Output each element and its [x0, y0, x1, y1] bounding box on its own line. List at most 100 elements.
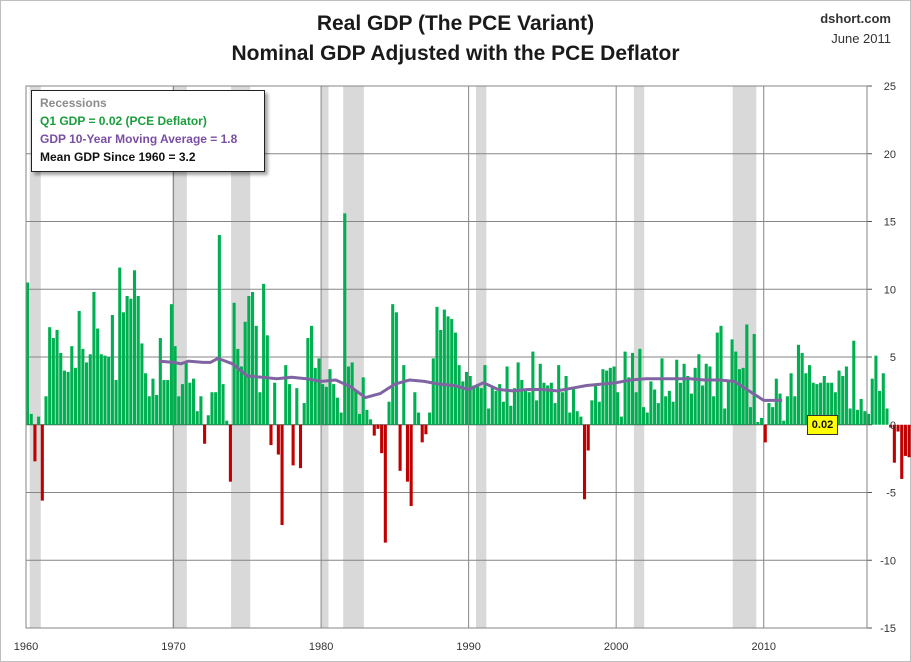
gdp-bar — [26, 282, 30, 425]
gdp-bar — [313, 367, 317, 425]
x-tick-label: 1960 — [14, 641, 38, 653]
gdp-bar — [398, 424, 402, 471]
y-tick-label: 0 — [890, 420, 896, 432]
gdp-bar — [885, 408, 889, 425]
gdp-bar — [737, 369, 741, 425]
gdp-bar — [173, 346, 177, 425]
gdp-bar — [302, 403, 306, 425]
gdp-bar — [453, 332, 457, 425]
gdp-bar — [527, 392, 531, 425]
gdp-bar — [162, 380, 166, 425]
gdp-bar — [793, 396, 797, 425]
gdp-bar — [59, 352, 63, 425]
gdp-bar — [66, 371, 70, 425]
gdp-bar — [324, 386, 328, 425]
gdp-bar — [590, 400, 594, 425]
gdp-bar — [837, 370, 841, 425]
gdp-bar — [752, 333, 756, 425]
gdp-bar — [760, 417, 764, 425]
gdp-bar — [689, 393, 694, 425]
gdp-bar — [594, 385, 598, 425]
gdp-bar — [394, 312, 398, 425]
gdp-bar — [346, 366, 350, 425]
y-tick-label: 20 — [884, 149, 896, 161]
gdp-bar — [225, 420, 229, 425]
gdp-bar — [114, 380, 118, 425]
gdp-bar — [549, 382, 553, 425]
gdp-bar — [184, 361, 188, 425]
gdp-bar — [708, 366, 712, 425]
gdp-bar — [619, 416, 623, 425]
gdp-bar — [881, 373, 885, 425]
gdp-bar — [822, 375, 826, 425]
gdp-bar — [734, 351, 738, 425]
gdp-bar — [442, 309, 446, 425]
gdp-bar — [719, 325, 723, 425]
gdp-bar — [870, 378, 874, 425]
gdp-bar — [73, 367, 78, 425]
gdp-bar — [745, 324, 749, 425]
gdp-bar — [155, 394, 159, 425]
gdp-bar — [608, 367, 612, 425]
gdp-bar — [811, 382, 815, 425]
gdp-bar — [387, 401, 391, 425]
gdp-bar — [494, 390, 498, 425]
gdp-bar — [586, 424, 590, 451]
legend-mean-gdp: Mean GDP Since 1960 = 3.2 — [40, 150, 196, 164]
gdp-bar — [800, 352, 804, 425]
gdp-bar — [55, 329, 59, 425]
gdp-bar — [472, 385, 476, 425]
gdp-bar — [361, 377, 365, 425]
gdp-bar — [712, 396, 716, 425]
gdp-bar — [878, 390, 882, 425]
gdp-bar — [830, 382, 834, 425]
gdp-bar — [103, 355, 107, 425]
gdp-bar — [516, 362, 520, 425]
gdp-bar — [623, 351, 627, 425]
gdp-bar — [298, 424, 303, 469]
gdp-bar — [771, 407, 775, 425]
gdp-bar — [144, 373, 148, 425]
gdp-bar — [77, 310, 81, 425]
source-label: dshort.com — [820, 11, 891, 26]
gdp-bar — [560, 392, 564, 425]
gdp-bar — [369, 419, 373, 425]
gdp-bar — [177, 396, 181, 425]
gdp-bar — [852, 340, 856, 425]
gdp-bar — [461, 381, 465, 425]
gdp-bar — [339, 412, 343, 425]
gdp-bar — [383, 424, 387, 543]
gdp-bar — [332, 384, 336, 425]
gdp-bars — [26, 213, 911, 543]
gdp-bar — [756, 422, 760, 425]
gdp-bar — [859, 399, 863, 425]
y-tick-label: 25 — [884, 81, 896, 93]
gdp-bar — [841, 375, 845, 425]
gdp-bar — [236, 348, 240, 425]
gdp-bar — [180, 384, 185, 425]
x-tick-label: 1990 — [456, 641, 480, 653]
gdp-bar — [520, 380, 524, 425]
gdp-bar — [48, 327, 52, 425]
gdp-bar — [667, 390, 671, 425]
gdp-bar — [136, 296, 140, 425]
gdp-bar — [169, 304, 173, 425]
gdp-bar — [664, 396, 668, 425]
gdp-bar — [92, 291, 96, 425]
gdp-bar — [671, 401, 675, 425]
gdp-bar — [571, 388, 576, 425]
gdp-bar — [874, 355, 878, 425]
gdp-bar — [151, 378, 155, 425]
gdp-bar — [391, 304, 395, 425]
axes: 25 20 15 10 5 0 -5 -10 -15 1960 1970 1980 1990 2000 20… — [14, 81, 896, 653]
latest-value-callout: 0.02 — [807, 415, 838, 435]
gdp-bar — [863, 411, 867, 425]
gdp-bar — [490, 386, 494, 425]
gdp-bar — [85, 362, 89, 425]
gdp-bar — [627, 377, 631, 425]
gdp-bar — [476, 384, 480, 425]
gdp-bar — [158, 338, 162, 425]
gdp-bar — [523, 390, 528, 425]
gdp-bar — [376, 424, 380, 429]
